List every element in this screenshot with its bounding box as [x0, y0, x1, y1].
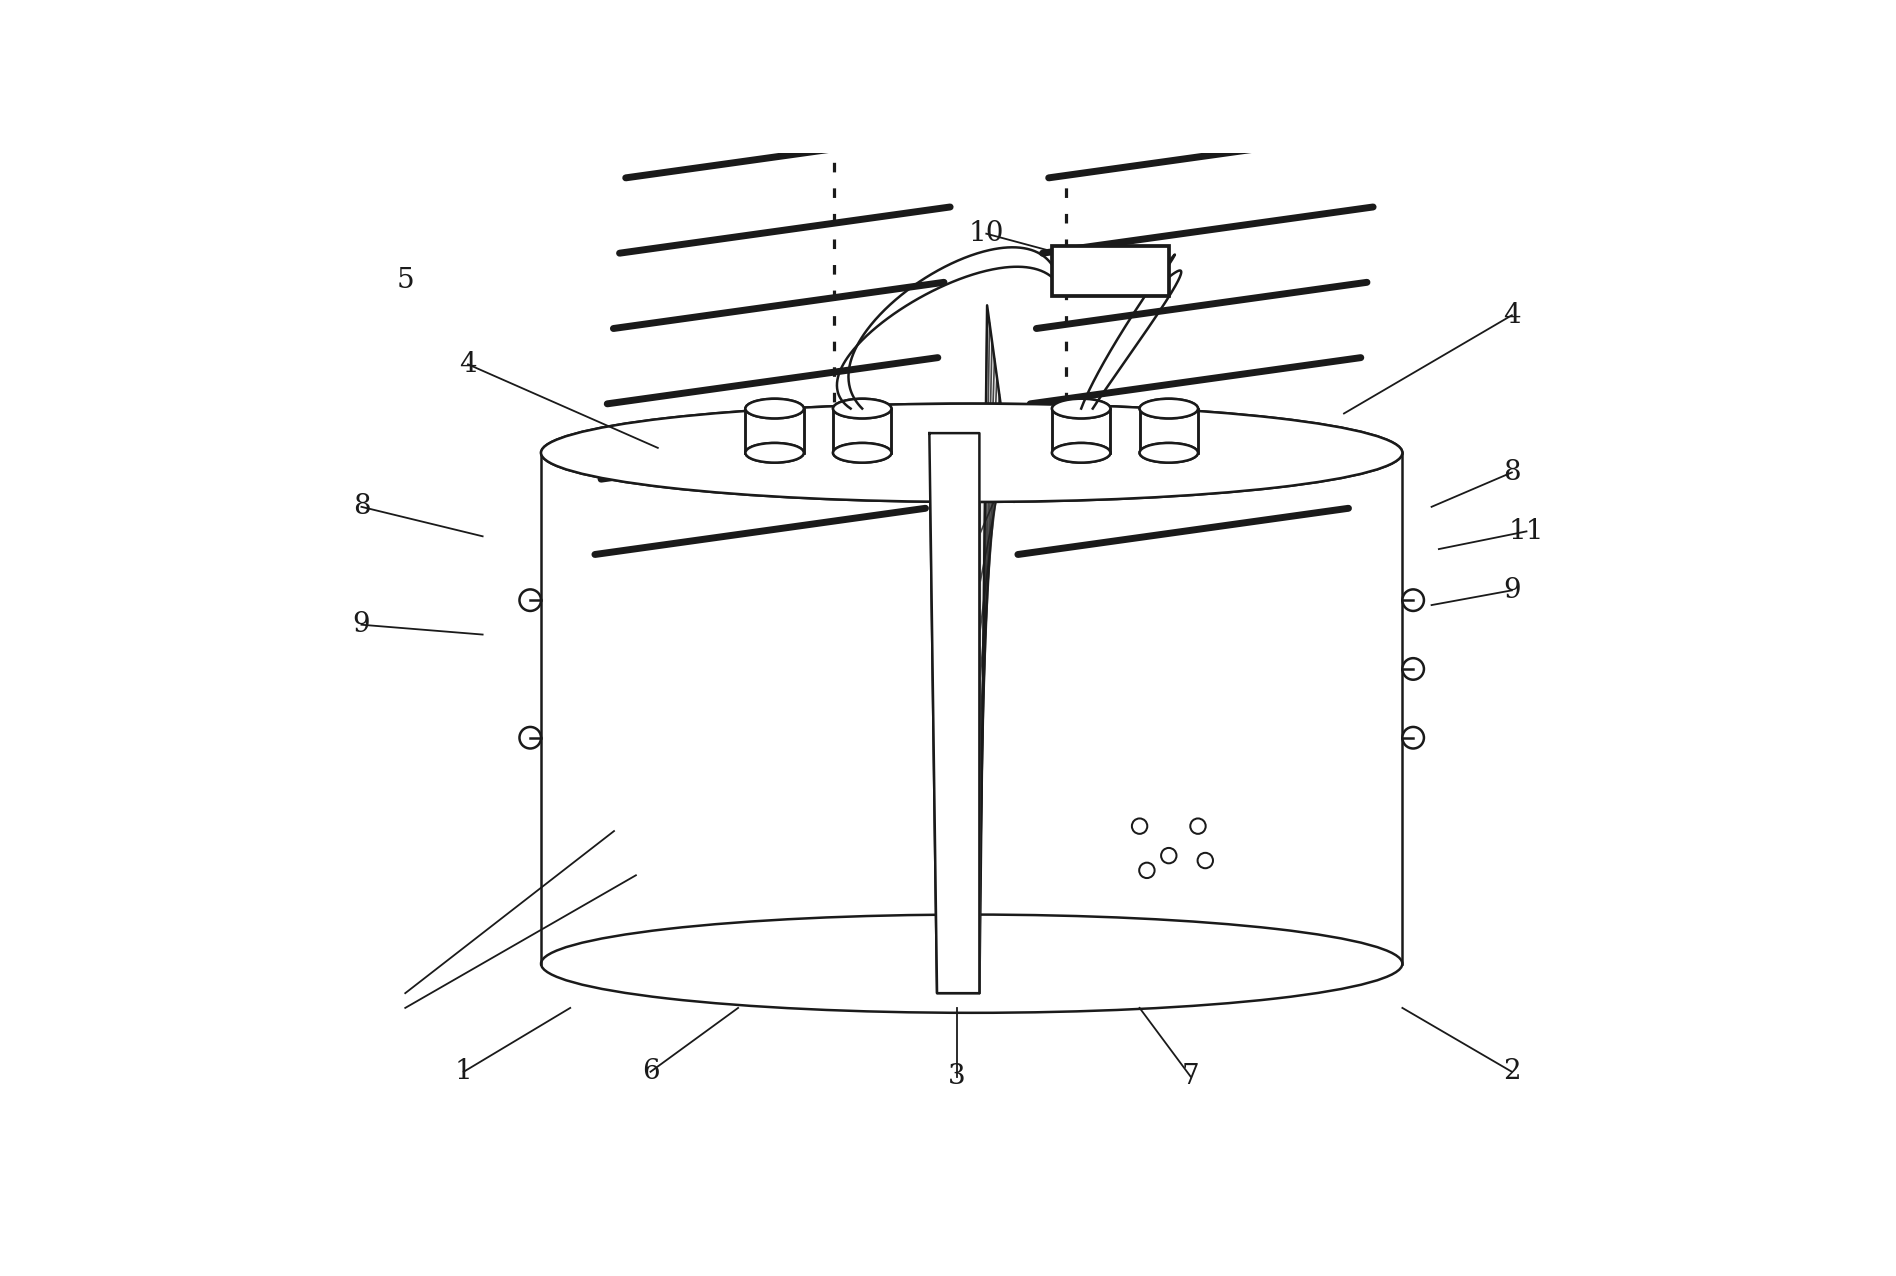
Ellipse shape	[1052, 398, 1111, 419]
Ellipse shape	[1139, 443, 1198, 463]
Circle shape	[1403, 727, 1424, 749]
Bar	[1052, 246, 1168, 296]
Ellipse shape	[1139, 443, 1198, 463]
Ellipse shape	[1139, 398, 1198, 419]
Ellipse shape	[1139, 398, 1198, 419]
Ellipse shape	[832, 443, 891, 463]
Ellipse shape	[540, 403, 1403, 501]
Text: 10: 10	[969, 221, 1005, 248]
Ellipse shape	[1052, 398, 1111, 419]
Text: 8: 8	[353, 494, 370, 521]
Ellipse shape	[832, 398, 891, 419]
Ellipse shape	[832, 443, 891, 463]
Ellipse shape	[1052, 443, 1111, 463]
Circle shape	[1403, 590, 1424, 611]
Circle shape	[520, 590, 540, 611]
Ellipse shape	[540, 403, 1403, 501]
Circle shape	[520, 727, 540, 749]
Polygon shape	[929, 433, 980, 993]
Ellipse shape	[832, 398, 891, 419]
Text: 8: 8	[1504, 459, 1521, 486]
Text: 2: 2	[1504, 1058, 1521, 1086]
Text: 4: 4	[1504, 301, 1521, 329]
Ellipse shape	[745, 398, 804, 419]
Text: 11: 11	[1509, 518, 1543, 545]
Text: 3: 3	[948, 1063, 965, 1090]
Ellipse shape	[745, 443, 804, 463]
Ellipse shape	[745, 398, 804, 419]
Ellipse shape	[745, 443, 804, 463]
Circle shape	[1403, 658, 1424, 680]
Text: 9: 9	[1504, 577, 1521, 604]
Text: 5: 5	[396, 268, 413, 295]
Text: 1: 1	[455, 1058, 472, 1086]
Polygon shape	[929, 433, 980, 993]
Text: 4: 4	[459, 351, 476, 378]
Text: 7: 7	[1181, 1063, 1200, 1090]
Ellipse shape	[1052, 443, 1111, 463]
Text: 6: 6	[641, 1058, 660, 1086]
Polygon shape	[980, 305, 1014, 993]
Text: 9: 9	[353, 611, 370, 638]
